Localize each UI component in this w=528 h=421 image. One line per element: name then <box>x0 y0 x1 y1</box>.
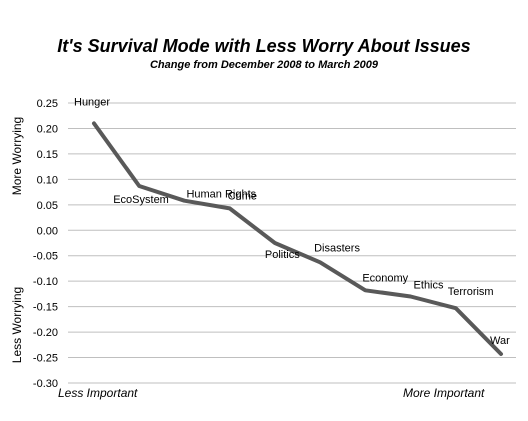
y-tick-label: -0.10 <box>33 276 58 288</box>
point-label: Human Rights <box>186 189 256 201</box>
y-tick-label: -0.05 <box>33 251 58 263</box>
y-tick-label: -0.15 <box>33 302 58 314</box>
y-tick-labels: 0.25 0.20 0.15 0.10 0.05 0.00 -0.05 -0.10 -0.15 -… <box>33 98 58 390</box>
point-label: Politics <box>265 249 300 261</box>
y-tick-label: -0.20 <box>33 327 58 339</box>
y-axis-label-top: More Worrying <box>10 117 24 195</box>
y-tick-label: 0.20 <box>37 123 58 135</box>
y-tick-label: -0.30 <box>33 378 58 390</box>
y-tick-label: 0.25 <box>37 98 58 110</box>
point-label: War <box>490 335 510 347</box>
y-tick-label: 0.05 <box>37 200 58 212</box>
x-axis-label-left: Less Important <box>58 386 138 400</box>
series-line <box>92 121 503 356</box>
point-label: Terrorism <box>448 286 494 298</box>
chart-subtitle: Change from December 2008 to March 2009 <box>149 59 379 71</box>
chart-title: It's Survival Mode with Less Worry About… <box>57 36 471 56</box>
point-label: Crime <box>228 190 257 202</box>
y-tick-label: 0.15 <box>37 149 58 161</box>
y-tick-label: 0.10 <box>37 174 58 186</box>
point-label: Disasters <box>314 242 360 254</box>
point-label: EcoSystem <box>113 194 169 206</box>
gridlines <box>68 102 516 384</box>
point-label: Ethics <box>414 279 444 291</box>
y-axis-label-bottom: Less Worrying <box>10 287 24 363</box>
y-tick-label: 0.00 <box>37 225 58 237</box>
point-label: Hunger <box>74 96 110 108</box>
point-label: Economy <box>362 272 408 284</box>
x-axis-label-right: More Important <box>403 386 485 400</box>
y-tick-label: -0.25 <box>33 353 58 365</box>
